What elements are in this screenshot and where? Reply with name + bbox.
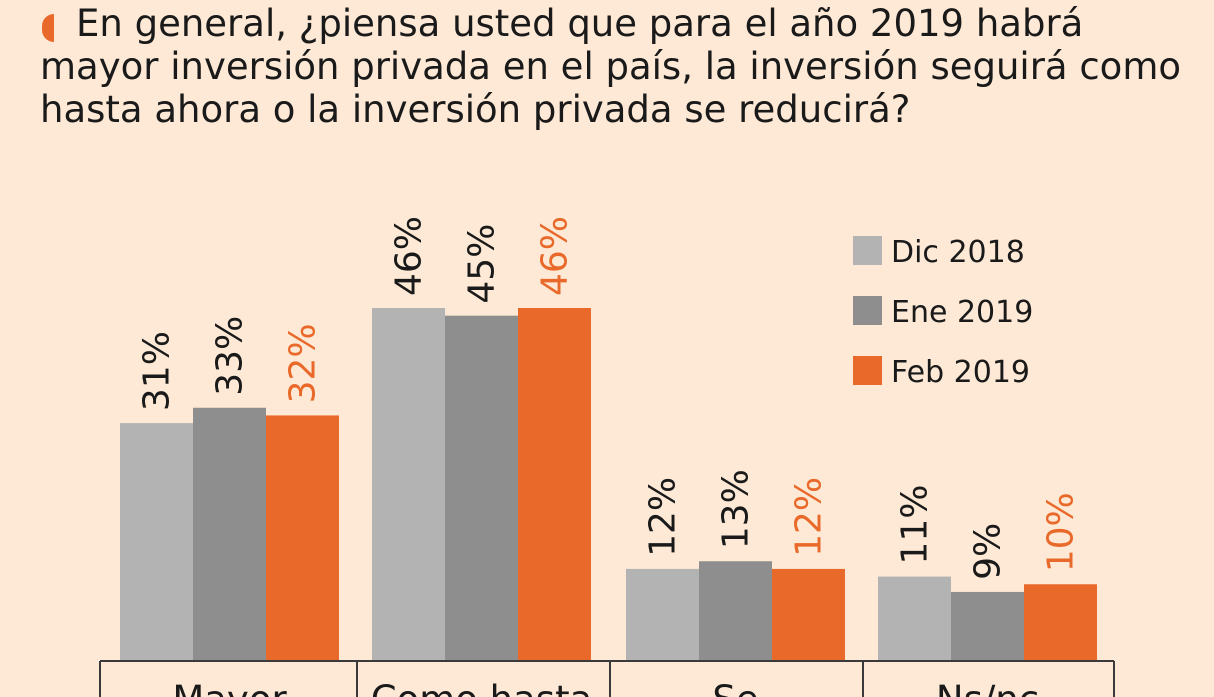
legend-swatch-ene-2019	[853, 296, 882, 325]
value-label-feb-2019-2: 46%	[535, 216, 576, 296]
legend-swatch-feb-2019	[853, 356, 882, 385]
legend-label-ene-2019: Ene 2019	[891, 295, 1033, 330]
value-label-feb-2019-3: 12%	[789, 477, 830, 557]
value-label-dic-2018-1: 31%	[137, 331, 178, 411]
value-label-feb-2019-1: 32%	[283, 323, 324, 403]
bar-feb-2019-1	[266, 415, 339, 661]
legend-label-dic-2018: Dic 2018	[891, 235, 1025, 270]
bar-ene-2019-3	[699, 561, 772, 661]
value-label-ene-2019-3: 13%	[716, 469, 757, 549]
value-labels-layer: 31% 33% 32% 46% 45% 46% 12% 13% 12% 11% 9% 10%	[137, 216, 1082, 580]
bar-dic-2018-4	[878, 576, 951, 661]
chart-title: En general, ¿piensa usted que para el añ…	[40, 2, 1182, 131]
bar-feb-2019-4	[1024, 584, 1097, 661]
value-label-ene-2019-1: 33%	[210, 316, 251, 396]
value-label-ene-2019-2: 45%	[462, 224, 503, 304]
value-label-dic-2018-3: 12%	[643, 477, 684, 557]
legend: Dic 2018 Ene 2019 Feb 2019	[853, 235, 1033, 390]
value-label-ene-2019-4: 9%	[968, 523, 1009, 580]
title-accent-icon	[42, 14, 54, 42]
value-label-feb-2019-4: 10%	[1041, 492, 1082, 572]
bar-ene-2019-2	[445, 315, 518, 661]
value-label-dic-2018-2: 46%	[389, 216, 430, 296]
bar-ene-2019-4	[951, 591, 1024, 661]
bar-dic-2018-2	[372, 308, 445, 661]
bars-layer	[120, 308, 1097, 661]
x-axis: Mayor Como hasta Se Ns/nc	[99, 660, 1115, 697]
bar-feb-2019-2	[518, 308, 591, 661]
category-label-3: Se	[712, 678, 758, 697]
bar-ene-2019-1	[193, 407, 266, 661]
bar-feb-2019-3	[772, 568, 845, 661]
bar-dic-2018-1	[120, 423, 193, 661]
category-label-2: Como hasta	[371, 678, 593, 697]
legend-label-feb-2019: Feb 2019	[891, 355, 1030, 390]
bar-dic-2018-3	[626, 568, 699, 661]
value-label-dic-2018-4: 11%	[895, 485, 936, 565]
category-label-1: Mayor	[172, 678, 287, 697]
category-label-4: Ns/nc	[936, 678, 1039, 697]
legend-swatch-dic-2018	[853, 236, 882, 265]
